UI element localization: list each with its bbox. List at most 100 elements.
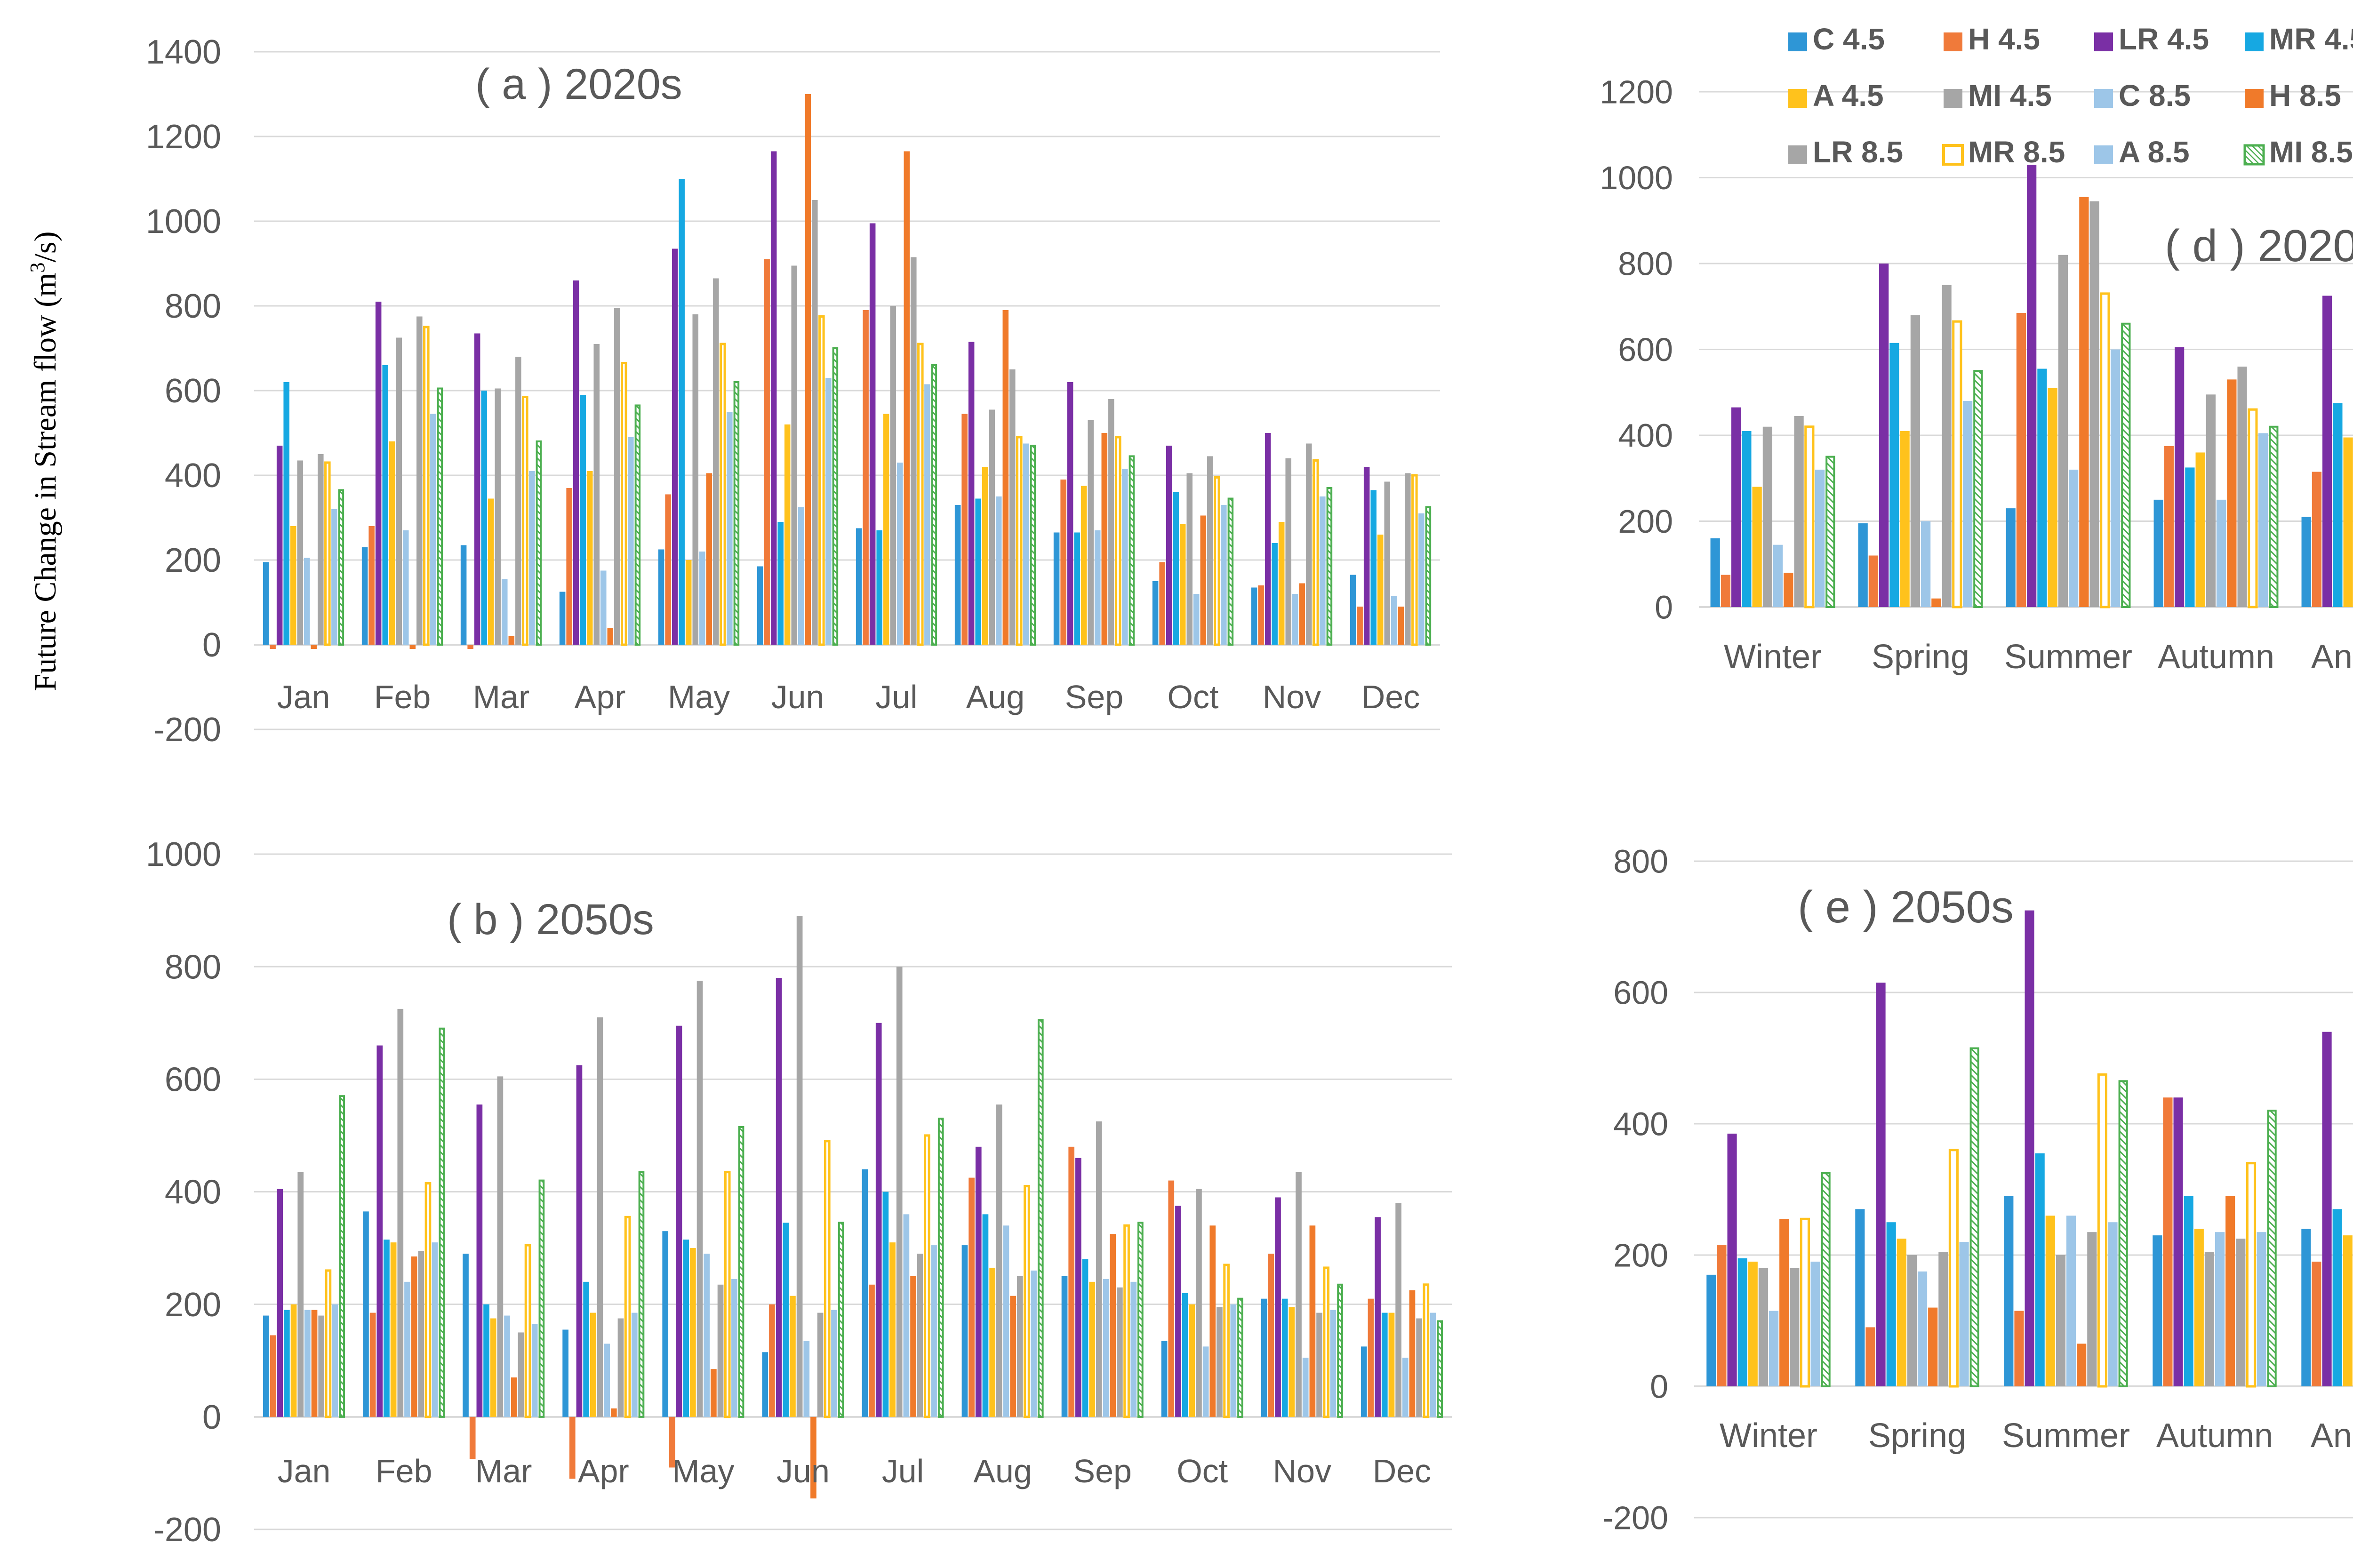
bar-d-lr-4-5-winter (1731, 407, 1741, 607)
bar-a-c-8-5-mar (502, 579, 508, 645)
bar-b-mr-8-5-jan (325, 1269, 332, 1418)
bar-e-c-4-5-autumn (2153, 1235, 2162, 1386)
bar-b-a-8-5-sep (1130, 1281, 1137, 1417)
bar-b-a-8-5-jun (831, 1310, 837, 1417)
bar-a-a-4-5-jan (290, 526, 296, 645)
bar-a-mr-4-5-aug (975, 498, 981, 645)
bar-a-h-8-5-oct (1200, 515, 1207, 645)
bar-d-lr-8-5-spring (1942, 285, 1952, 607)
bar-a-c-4-5-jan (263, 562, 269, 645)
bar-b-h-4-5-feb (369, 1312, 376, 1417)
y-tick-label-e-200: -200 (1602, 1500, 1668, 1536)
bar-a-mr-4-5-feb (382, 365, 388, 645)
bar-a-h-4-5-apr (566, 488, 572, 645)
bar-d-lr-4-5-annual (2322, 296, 2332, 607)
bar-e-h-4-5-winter (1717, 1245, 1727, 1386)
bar-b-mr-4-5-feb (384, 1240, 390, 1417)
bar-a-lr-8-5-nov (1306, 443, 1312, 645)
bar-a-c-8-5-may (699, 552, 705, 645)
legend-label-c-8-5: C 8.5 (2119, 79, 2191, 112)
bar-b-mi-4-5-oct (1196, 1189, 1202, 1417)
legend-swatch-c-8-5 (2094, 89, 2113, 108)
bar-b-h-8-5-jun (810, 1416, 816, 1499)
bar-b-a-4-5-aug (989, 1267, 995, 1417)
bar-b-a-4-5-jan (290, 1304, 297, 1417)
bar-e-lr-8-5-winter (1790, 1268, 1800, 1386)
bar-b-lr-8-5-aug (1016, 1276, 1023, 1417)
bar-a-c-4-5-sep (1053, 532, 1060, 645)
y-tick-label-b-1000: 1000 (146, 836, 221, 873)
bar-a-h-8-5-may (706, 473, 712, 645)
category-label-a-feb: Feb (374, 679, 431, 715)
bar-a-c-4-5-jun (757, 566, 763, 645)
bar-a-lr-8-5-may (713, 278, 719, 645)
bar-b-c-8-5-may (704, 1254, 710, 1417)
bar-e-mi-4-5-summer (2056, 1255, 2065, 1386)
category-label-a-jul: Jul (875, 679, 917, 715)
bar-e-h-8-5-spring (1928, 1307, 1938, 1386)
bar-a-mr-8-5-sep (1115, 436, 1121, 646)
bar-d-c-8-5-summer (2069, 470, 2079, 607)
legend-swatch-h-8-5 (2245, 89, 2264, 108)
bar-a-mr-4-5-nov (1272, 543, 1278, 645)
bar-e-mi-4-5-autumn (2204, 1252, 2214, 1386)
legend-swatch-mr-8-5 (1942, 144, 1964, 166)
bar-b-mi-8-5-dec (1437, 1320, 1443, 1418)
bar-e-a-4-5-spring (1897, 1239, 1906, 1386)
bar-b-lr-8-5-nov (1316, 1312, 1322, 1417)
bar-e-lr-8-5-spring (1938, 1252, 1948, 1386)
y-tick-label-d-800: 800 (1618, 246, 1673, 282)
y-tick-label-a-1000: 1000 (146, 203, 221, 240)
bar-a-lr-8-5-jul (911, 257, 917, 645)
y-tick-label-e-800: 800 (1613, 843, 1668, 880)
bar-e-mr-4-5-autumn (2184, 1196, 2193, 1386)
bar-a-a-8-5-dec (1418, 513, 1425, 645)
category-label-b-aug: Aug (973, 1453, 1032, 1489)
bar-a-h-4-5-mar (467, 645, 473, 649)
bar-e-a-8-5-autumn (2257, 1232, 2266, 1386)
bar-b-mr-4-5-jul (882, 1192, 889, 1417)
y-tick-label-a-800: 800 (165, 288, 221, 325)
bar-b-c-4-5-jun (762, 1352, 768, 1417)
legend-label-mi-8-5: MI 8.5 (2269, 135, 2353, 169)
y-tick-label-a-1400: 1400 (146, 33, 221, 71)
bar-a-c-8-5-dec (1391, 596, 1397, 645)
bar-d-h-8-5-winter (1784, 573, 1793, 607)
bar-b-lr-4-5-nov (1275, 1197, 1281, 1417)
category-label-a-jan: Jan (277, 679, 330, 715)
bar-d-h-4-5-autumn (2164, 446, 2174, 607)
bar-d-mi-8-5-spring (1973, 370, 1983, 608)
category-label-b-dec: Dec (1373, 1453, 1431, 1489)
bar-d-mr-4-5-winter (1742, 431, 1752, 607)
category-label-a-jun: Jun (771, 679, 824, 715)
bar-a-c-4-5-dec (1350, 575, 1356, 645)
bar-e-a-8-5-winter (1810, 1261, 1820, 1386)
bar-b-lr-4-5-jul (875, 1023, 882, 1417)
bar-a-mr-8-5-nov (1313, 459, 1319, 646)
bar-b-mr-4-5-may (683, 1240, 689, 1417)
bar-d-a-8-5-autumn (2258, 433, 2268, 607)
bar-a-a-8-5-sep (1122, 469, 1128, 645)
bar-a-h-4-5-jun (764, 259, 770, 645)
bar-b-lr-8-5-jul (917, 1254, 923, 1417)
bar-d-a-4-5-spring (1900, 431, 1910, 607)
bar-b-mr-8-5-oct (1223, 1264, 1230, 1418)
bar-b-mr-8-5-jun (824, 1140, 831, 1418)
bar-b-mi-4-5-sep (1096, 1121, 1102, 1417)
bar-a-a-8-5-feb (430, 414, 436, 645)
bar-a-h-8-5-feb (409, 645, 416, 649)
bar-a-h-4-5-oct (1159, 562, 1165, 645)
bar-b-lr-8-5-jun (817, 1312, 824, 1417)
bar-e-c-4-5-spring (1855, 1209, 1865, 1386)
bar-b-c-8-5-apr (604, 1344, 610, 1417)
legend: C 4.5 H 4.5 LR 4.5 MR 4.5 A 4.5 MI 4.5 C 8.5 H … (1788, 22, 2353, 169)
bar-b-mr-4-5-aug (982, 1214, 989, 1417)
panel-title-b: ( b ) 2050s (447, 896, 654, 944)
bar-e-mi-8-5-summer (2118, 1080, 2128, 1387)
bar-b-mr-4-5-apr (583, 1281, 589, 1417)
bar-a-mi-4-5-oct (1186, 473, 1193, 645)
bar-a-mi-8-5-aug (1030, 445, 1036, 646)
bar-a-mi-8-5-may (733, 381, 740, 646)
bar-d-mi-8-5-summer (2121, 322, 2131, 608)
bar-a-h-8-5-jun (805, 94, 811, 645)
